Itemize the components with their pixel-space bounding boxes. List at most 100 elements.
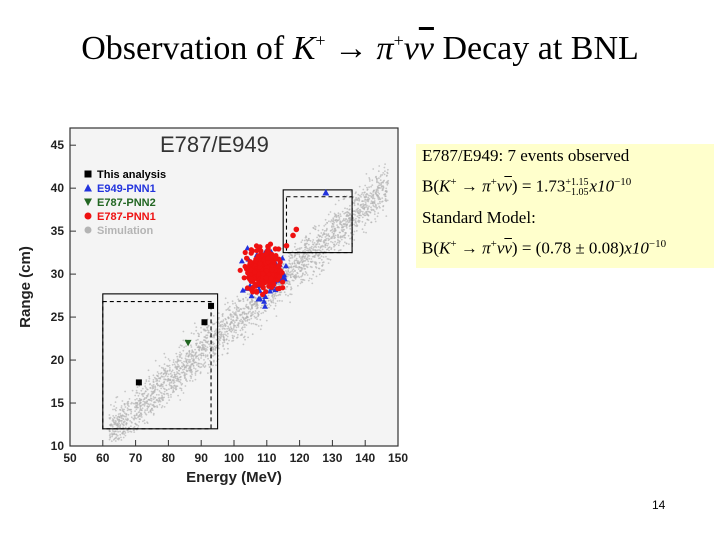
simulation-point bbox=[151, 409, 154, 411]
simulation-point bbox=[161, 396, 164, 398]
simulation-point bbox=[377, 170, 380, 173]
simulation-point bbox=[386, 171, 389, 174]
simulation-point bbox=[213, 342, 215, 345]
simulation-point bbox=[352, 233, 355, 236]
simulation-point bbox=[221, 353, 224, 356]
simulation-point bbox=[179, 381, 182, 384]
simulation-point bbox=[159, 400, 162, 403]
x-tick-label: 80 bbox=[162, 451, 176, 465]
simulation-point bbox=[383, 179, 385, 182]
simulation-point bbox=[202, 354, 205, 357]
simulation-point bbox=[383, 166, 386, 169]
simulation-point bbox=[363, 207, 366, 209]
simulation-point bbox=[198, 333, 200, 336]
simulation-point bbox=[173, 363, 176, 366]
simulation-point bbox=[356, 215, 359, 218]
simulation-point bbox=[114, 419, 117, 422]
simulation-point bbox=[158, 365, 161, 367]
simulation-point bbox=[176, 355, 179, 358]
simulation-point bbox=[379, 179, 382, 181]
simulation-point bbox=[323, 241, 325, 244]
e787-pnn1-point bbox=[268, 275, 274, 282]
simulation-point bbox=[331, 226, 333, 228]
simulation-point bbox=[312, 273, 314, 276]
e787-pnn1-point bbox=[276, 274, 283, 280]
simulation-point bbox=[289, 293, 292, 296]
simulation-point bbox=[110, 424, 112, 427]
simulation-point bbox=[185, 345, 188, 347]
simulation-point bbox=[138, 402, 141, 405]
simulation-point bbox=[327, 233, 330, 235]
simulation-point bbox=[192, 364, 195, 367]
simulation-point bbox=[341, 210, 344, 213]
simulation-point bbox=[293, 246, 296, 248]
simulation-point bbox=[304, 242, 306, 245]
simulation-point bbox=[293, 265, 295, 268]
simulation-point bbox=[194, 368, 197, 370]
simulation-point bbox=[347, 234, 350, 237]
e787-pnn1-point bbox=[283, 242, 290, 249]
simulation-point bbox=[291, 256, 294, 259]
simulation-point bbox=[130, 425, 132, 428]
simulation-point bbox=[355, 196, 357, 199]
simulation-point bbox=[371, 184, 374, 186]
e787-pnn1-point bbox=[293, 226, 300, 233]
e787-pnn1-point bbox=[280, 285, 286, 291]
simulation-point bbox=[306, 256, 309, 259]
signal-box-dashed bbox=[102, 301, 212, 430]
simulation-point bbox=[355, 225, 358, 228]
simulation-point bbox=[258, 310, 260, 313]
simulation-point bbox=[355, 224, 358, 226]
simulation-point bbox=[291, 269, 294, 272]
simulation-point bbox=[301, 261, 304, 264]
simulation-point bbox=[222, 319, 225, 322]
simulation-point bbox=[211, 336, 214, 338]
simulation-point bbox=[138, 392, 141, 395]
simulation-point bbox=[233, 335, 236, 338]
simulation-point bbox=[354, 221, 357, 224]
simulation-point bbox=[222, 335, 225, 337]
simulation-point bbox=[297, 268, 300, 270]
simulation-point bbox=[285, 271, 288, 273]
simulation-point bbox=[134, 394, 137, 397]
simulation-point bbox=[187, 355, 190, 358]
simulation-point bbox=[387, 168, 389, 171]
simulation-point bbox=[184, 376, 186, 379]
chart-title: E787/E949 bbox=[160, 132, 269, 157]
simulation-point bbox=[320, 238, 323, 241]
simulation-point bbox=[312, 270, 315, 273]
simulation-point bbox=[261, 304, 263, 307]
simulation-point bbox=[363, 224, 366, 227]
simulation-point bbox=[118, 416, 121, 419]
simulation-point bbox=[123, 408, 125, 411]
simulation-point bbox=[115, 424, 118, 427]
simulation-point bbox=[371, 201, 374, 204]
simulation-point bbox=[273, 308, 276, 310]
simulation-point bbox=[111, 425, 114, 428]
simulation-point bbox=[207, 324, 210, 327]
this-analysis-point bbox=[135, 379, 142, 386]
simulation-point bbox=[360, 193, 363, 196]
simulation-point bbox=[294, 242, 297, 245]
simulation-point bbox=[297, 262, 300, 265]
simulation-point bbox=[235, 326, 238, 329]
simulation-point bbox=[212, 352, 215, 355]
simulation-point bbox=[179, 351, 181, 354]
simulation-point bbox=[361, 228, 364, 231]
simulation-point bbox=[300, 268, 303, 270]
simulation-point bbox=[116, 434, 119, 437]
simulation-point bbox=[214, 347, 217, 350]
simulation-point bbox=[296, 271, 299, 274]
simulation-point bbox=[120, 417, 123, 419]
simulation-point bbox=[136, 424, 138, 426]
simulation-point bbox=[124, 434, 127, 437]
simulation-point bbox=[152, 387, 155, 389]
simulation-point bbox=[327, 237, 329, 240]
sm-antineutrino: ν bbox=[504, 238, 512, 258]
simulation-point bbox=[190, 368, 193, 371]
simulation-point bbox=[325, 255, 327, 258]
e787-pnn1-point bbox=[242, 249, 248, 256]
simulation-point bbox=[346, 207, 349, 210]
simulation-point bbox=[203, 329, 206, 332]
simulation-point bbox=[343, 218, 345, 220]
